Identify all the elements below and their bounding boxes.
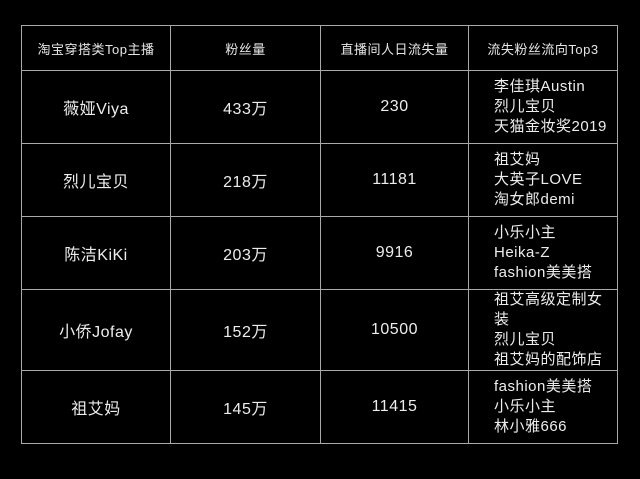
column-header-daily-loss: 直播间人日流失量 — [320, 25, 469, 71]
top3-line: fashion美美搭 — [494, 264, 593, 281]
daily-loss-cell: 9916 — [320, 216, 469, 290]
fans-count-cell: 145万 — [170, 370, 321, 444]
table-row: 小侨Jofay 152万 10500 祖艾高级定制女装 烈儿宝贝 祖艾妈的配饰店 — [21, 289, 618, 371]
top3-line: 大英子LOVE — [494, 171, 583, 188]
column-header-top3: 流失粉丝流向Top3 — [468, 25, 618, 71]
daily-loss-cell: 10500 — [320, 289, 469, 371]
top3-line: Heika-Z — [494, 244, 551, 261]
column-header-fans: 粉丝量 — [170, 25, 321, 71]
top3-line: 天猫金妆奖2019 — [494, 118, 607, 135]
top3-cell: 祖艾高级定制女装 烈儿宝贝 祖艾妈的配饰店 — [468, 289, 618, 371]
daily-loss-cell: 11415 — [320, 370, 469, 444]
top3-line: 淘女郎demi — [494, 191, 576, 208]
top3-line: 烈儿宝贝 — [494, 98, 557, 115]
top3-cell: fashion美美搭 小乐小主 林小雅666 — [468, 370, 618, 444]
top3-line: 林小雅666 — [494, 418, 568, 435]
top3-line: 小乐小主 — [494, 224, 557, 241]
table-header-row: 淘宝穿搭类Top主播 粉丝量 直播间人日流失量 流失粉丝流向Top3 — [21, 25, 618, 71]
anchor-name-cell: 祖艾妈 — [21, 370, 171, 444]
anchor-name-cell: 小侨Jofay — [21, 289, 171, 371]
top3-line: 祖艾妈的配饰店 — [494, 351, 603, 368]
table-row: 烈儿宝贝 218万 11181 祖艾妈 大英子LOVE 淘女郎demi — [21, 143, 618, 217]
streamer-loss-table: 淘宝穿搭类Top主播 粉丝量 直播间人日流失量 流失粉丝流向Top3 薇娅Viy… — [21, 25, 618, 444]
top3-line: 小乐小主 — [494, 398, 557, 415]
anchor-name-cell: 薇娅Viya — [21, 70, 171, 144]
fans-count-cell: 203万 — [170, 216, 321, 290]
top3-line: 祖艾妈 — [494, 151, 541, 168]
daily-loss-cell: 11181 — [320, 143, 469, 217]
top3-cell: 小乐小主 Heika-Z fashion美美搭 — [468, 216, 618, 290]
table-row: 祖艾妈 145万 11415 fashion美美搭 小乐小主 林小雅666 — [21, 370, 618, 444]
fans-count-cell: 433万 — [170, 70, 321, 144]
top3-line: 李佳琪Austin — [494, 78, 586, 95]
daily-loss-cell: 230 — [320, 70, 469, 144]
top3-line: 烈儿宝贝 — [494, 331, 557, 348]
top3-line: fashion美美搭 — [494, 378, 593, 395]
anchor-name-cell: 陈洁KiKi — [21, 216, 171, 290]
top3-line: 祖艾高级定制女装 — [494, 291, 603, 328]
top3-cell: 祖艾妈 大英子LOVE 淘女郎demi — [468, 143, 618, 217]
top3-cell: 李佳琪Austin 烈儿宝贝 天猫金妆奖2019 — [468, 70, 618, 144]
table-row: 陈洁KiKi 203万 9916 小乐小主 Heika-Z fashion美美搭 — [21, 216, 618, 290]
table-row: 薇娅Viya 433万 230 李佳琪Austin 烈儿宝贝 天猫金妆奖2019 — [21, 70, 618, 144]
column-header-anchor: 淘宝穿搭类Top主播 — [21, 25, 171, 71]
fans-count-cell: 152万 — [170, 289, 321, 371]
anchor-name-cell: 烈儿宝贝 — [21, 143, 171, 217]
fans-count-cell: 218万 — [170, 143, 321, 217]
